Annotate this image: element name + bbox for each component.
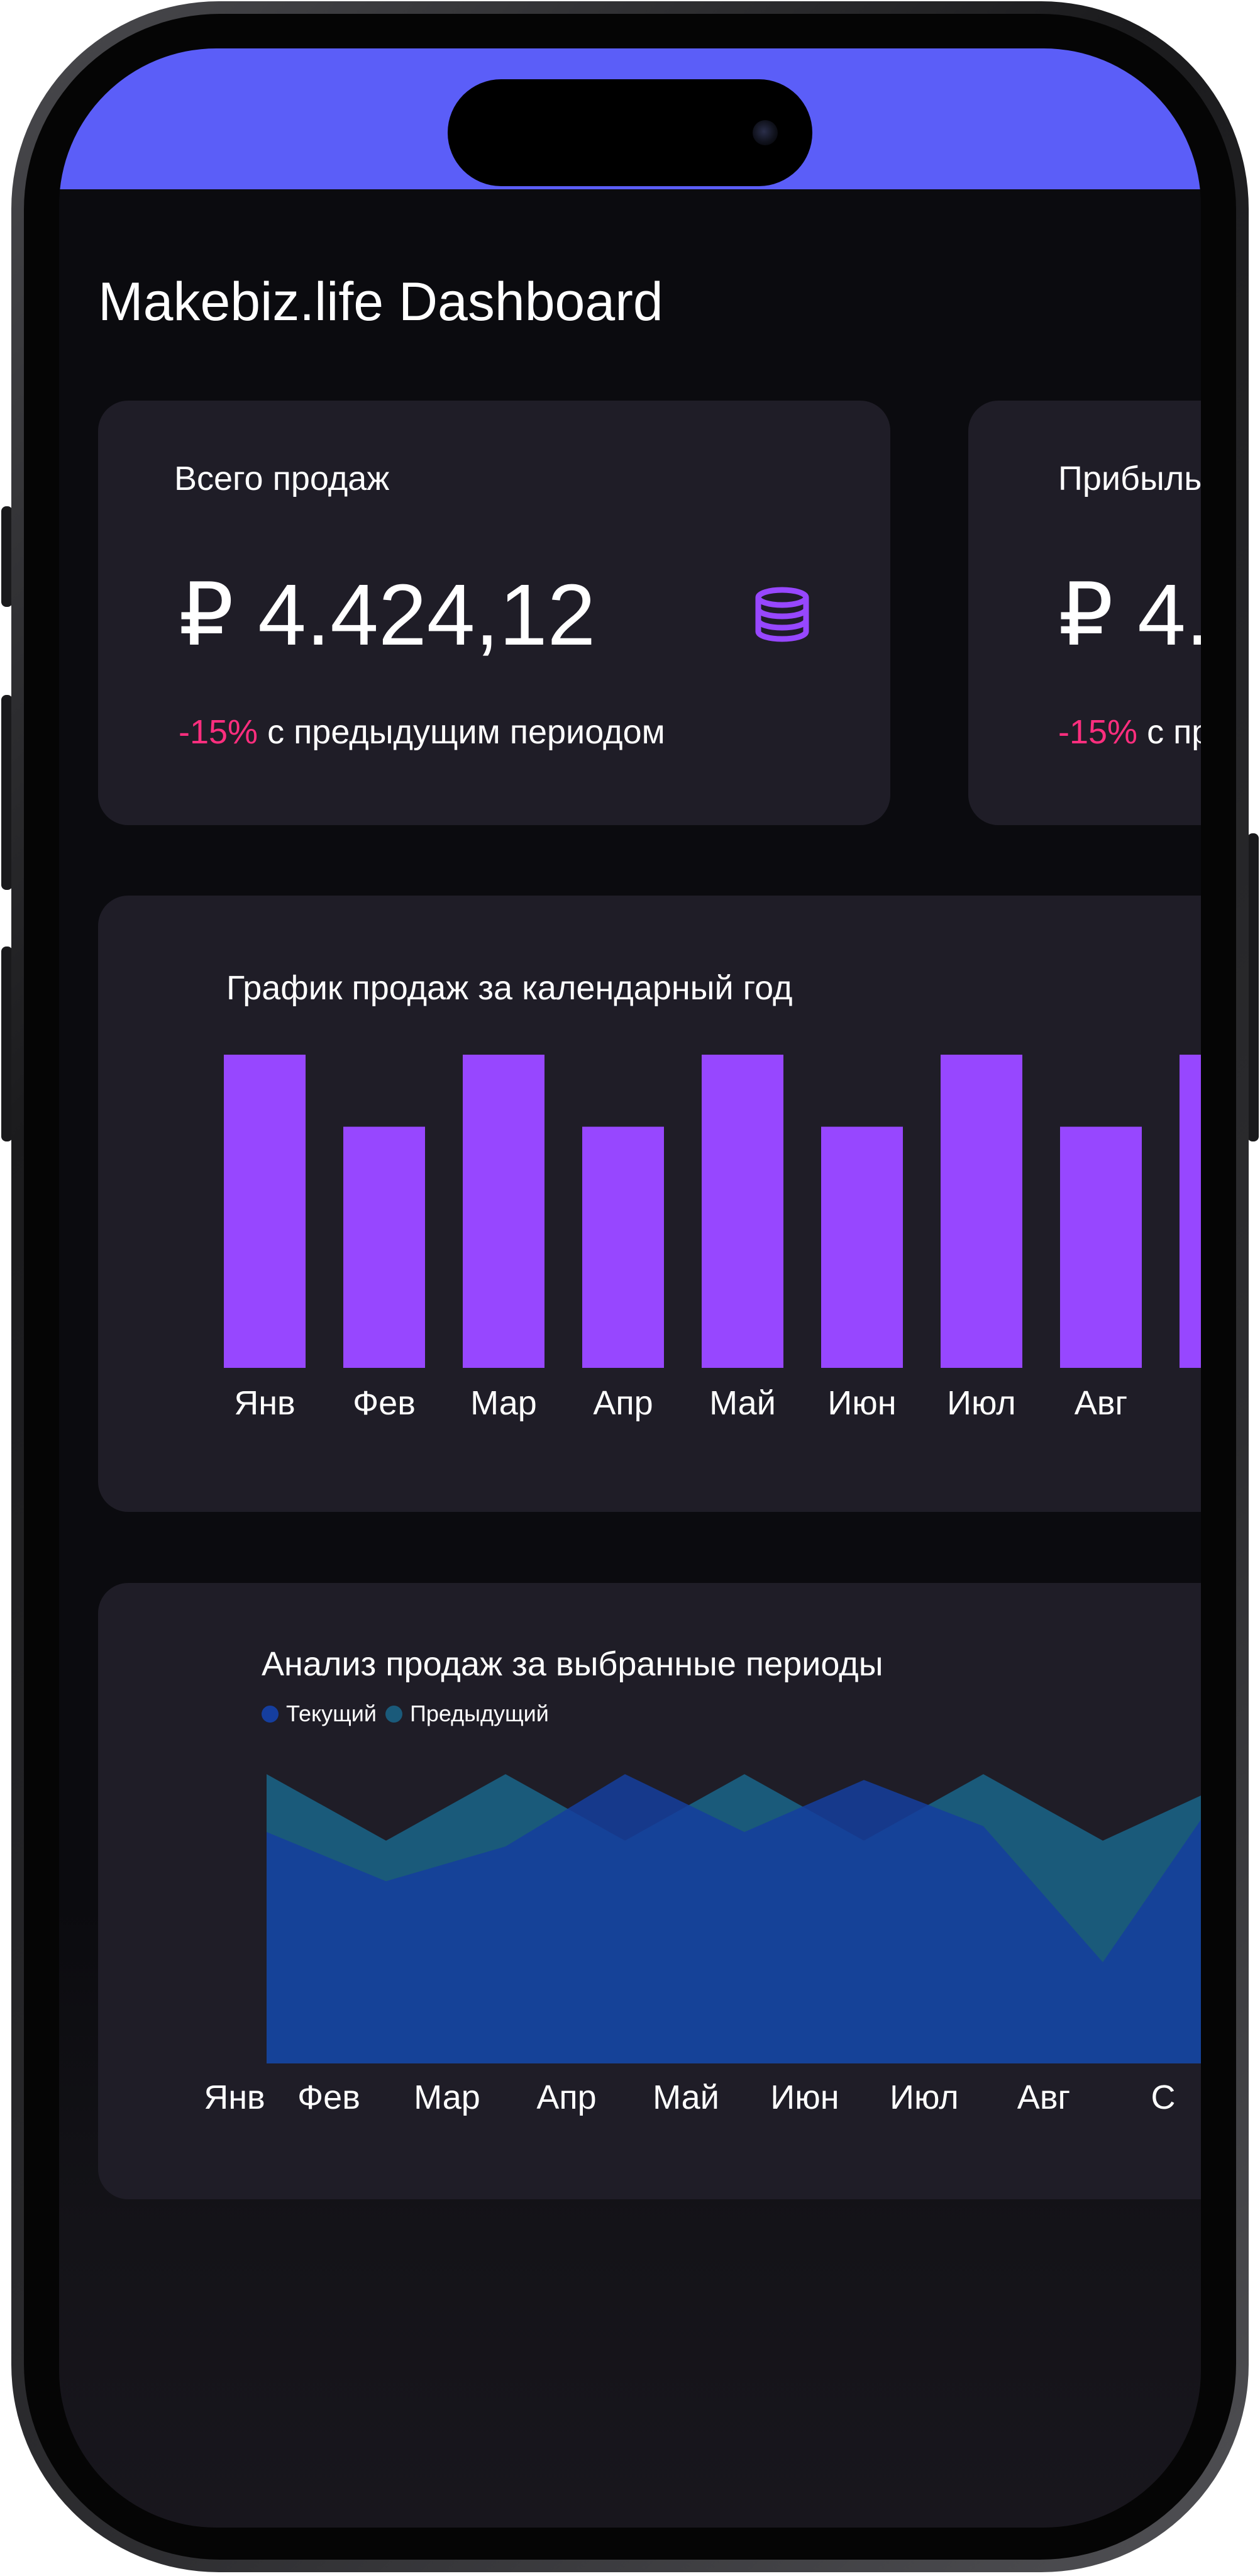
change-text: с пр bbox=[1147, 713, 1201, 751]
area-chart: Янв Фев Мар Апр Май Июн Июл Авг С bbox=[204, 1774, 1201, 2116]
action-button[interactable] bbox=[1, 506, 13, 607]
x-tick-label: Июл bbox=[947, 1384, 1016, 1422]
x-tick-label: Мар bbox=[470, 1384, 537, 1422]
legend-label-current: Текущий bbox=[286, 1701, 377, 1726]
legend-label-previous: Предыдущий bbox=[409, 1701, 549, 1726]
database-coins-icon bbox=[755, 587, 809, 642]
change-text: с предыдущим периодом bbox=[258, 713, 665, 751]
stat-card-profit[interactable]: Прибыль ₽ 4. -15% с пр bbox=[968, 401, 1201, 825]
bar-7 bbox=[941, 1055, 1022, 1368]
volume-down-button[interactable] bbox=[1, 947, 13, 1141]
x-tick-label: Мар bbox=[414, 2079, 480, 2116]
bar-6 bbox=[821, 1126, 903, 1368]
volume-up-button[interactable] bbox=[1, 695, 13, 890]
legend-swatch-current bbox=[262, 1705, 279, 1723]
change-percent: -15% bbox=[179, 713, 258, 751]
x-tick-label: Янв bbox=[204, 2079, 265, 2116]
camera-icon bbox=[753, 120, 778, 145]
x-tick-label: Июл bbox=[890, 2079, 959, 2116]
x-tick-label: Июн bbox=[827, 1384, 896, 1422]
legend: Текущий Предыдущий bbox=[262, 1702, 549, 1725]
page-title: Makebiz.life Dashboard bbox=[98, 272, 663, 332]
stat-value: ₽ 4.424,12 bbox=[179, 567, 596, 663]
stat-card-total-sales[interactable]: Всего продаж ₽ 4.424,12 -15% с предыдущи… bbox=[98, 401, 890, 825]
area-series-current bbox=[267, 1774, 1201, 2063]
stat-change: -15% с предыдущим периодом bbox=[179, 715, 665, 749]
bar-3 bbox=[463, 1055, 544, 1368]
bar-9 bbox=[1180, 1055, 1201, 1368]
x-tick-label: Апр bbox=[536, 2079, 596, 2116]
bar-1 bbox=[224, 1055, 306, 1368]
legend-swatch-previous bbox=[385, 1705, 402, 1723]
power-button[interactable] bbox=[1247, 833, 1259, 1141]
x-tick-label: Май bbox=[709, 1384, 776, 1422]
stat-value: ₽ 4. bbox=[1058, 567, 1201, 663]
x-tick-label: Авг bbox=[1075, 1384, 1127, 1422]
x-tick-label: С bbox=[1151, 2079, 1176, 2116]
change-percent: -15% bbox=[1058, 713, 1138, 751]
x-tick-label: Апр bbox=[593, 1384, 653, 1422]
x-tick-label: Май bbox=[653, 2079, 719, 2116]
x-tick-label: Фев bbox=[353, 1384, 416, 1422]
x-tick-label: Фев bbox=[297, 2079, 360, 2116]
area-chart-title: Анализ продаж за выбранные периоды bbox=[262, 1645, 883, 1683]
x-tick-label: Янв bbox=[234, 1384, 296, 1422]
stat-change: -15% с пр bbox=[1058, 715, 1201, 749]
bar-4 bbox=[582, 1126, 664, 1368]
dynamic-island bbox=[448, 79, 812, 186]
x-tick-label: Авг bbox=[1017, 2079, 1070, 2116]
x-tick-label: Июн bbox=[770, 2079, 839, 2116]
screen: Makebiz.life Dashboard Всего продаж ₽ 4.… bbox=[59, 48, 1201, 2528]
bar-2 bbox=[343, 1126, 425, 1368]
bar-chart-title: График продаж за календарный год bbox=[226, 969, 793, 1007]
stat-label: Прибыль bbox=[1058, 460, 1201, 497]
stat-label: Всего продаж bbox=[174, 460, 390, 497]
bar-8 bbox=[1060, 1126, 1142, 1368]
bar-5 bbox=[702, 1055, 783, 1368]
